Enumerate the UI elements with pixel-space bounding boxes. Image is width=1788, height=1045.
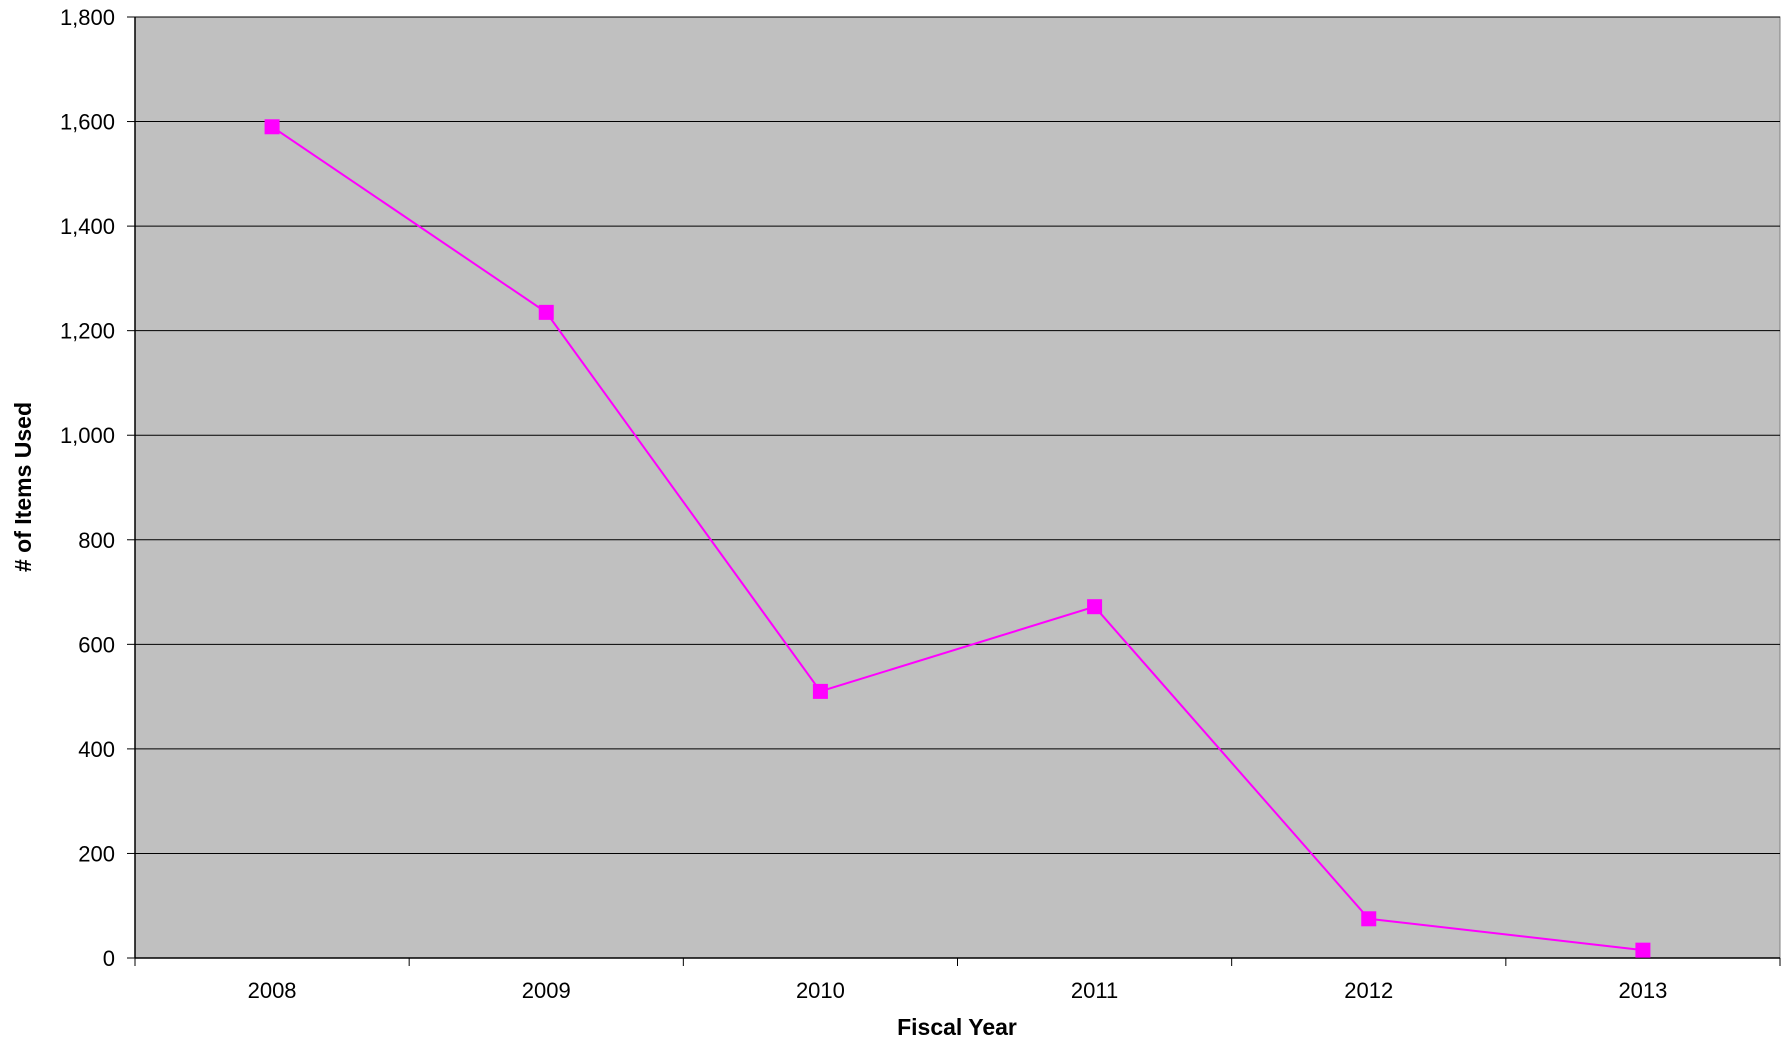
- y-tick-label: 1,800: [60, 5, 115, 30]
- data-point-marker: [264, 119, 280, 135]
- x-tick-label: 2009: [522, 978, 571, 1003]
- data-point-marker: [538, 304, 554, 320]
- y-tick-label: 200: [78, 841, 115, 866]
- y-tick-label: 600: [78, 632, 115, 657]
- y-tick-label: 1,400: [60, 214, 115, 239]
- data-point-marker: [812, 683, 828, 699]
- data-point-marker: [1087, 599, 1103, 615]
- x-tick-label: 2012: [1344, 978, 1393, 1003]
- y-axis-title: # of Items Used: [10, 402, 36, 572]
- x-tick-label: 2013: [1618, 978, 1667, 1003]
- y-tick-label: 800: [78, 528, 115, 553]
- series-line: [271, 125, 1644, 952]
- y-tick-label: 1,000: [60, 423, 115, 448]
- data-point-marker: [1361, 911, 1377, 927]
- x-tick-label: 2010: [796, 978, 845, 1003]
- y-tick-label: 400: [78, 737, 115, 762]
- y-tick-label: 1,200: [60, 319, 115, 344]
- data-point-marker: [1635, 942, 1651, 958]
- y-axis-ticks: 0 200 400 600 800 1,000 1,200 1,400 1,600 1,800: [60, 5, 135, 971]
- x-axis-title: Fiscal Year: [897, 1014, 1017, 1040]
- x-tick-label: 2011: [1071, 978, 1118, 1003]
- plot-area: [134, 16, 1781, 959]
- x-axis-ticks: 2008 2009 2010 2011 2012 2013: [134, 958, 1781, 1003]
- y-tick-label: 1,600: [60, 110, 115, 135]
- gridlines: [135, 16, 1780, 854]
- x-tick-label: 2008: [248, 978, 297, 1003]
- series-layer: [264, 119, 1651, 958]
- y-tick-label: 0: [103, 946, 115, 971]
